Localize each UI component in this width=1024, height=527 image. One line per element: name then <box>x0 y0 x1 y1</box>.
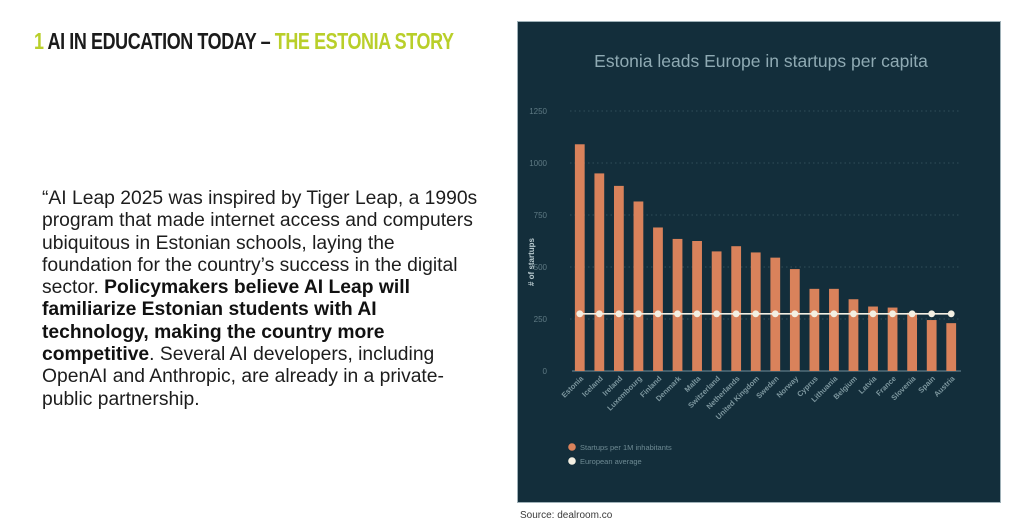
title-main: AI IN EDUCATION TODAY – <box>47 28 271 54</box>
y-tick-label: 1000 <box>529 159 547 168</box>
bar-norway <box>789 269 800 371</box>
average-point <box>654 310 662 318</box>
chart-panel: Estonia leads Europe in startups per cap… <box>517 21 1001 503</box>
legend-swatch-average <box>568 457 576 465</box>
average-point <box>674 310 681 318</box>
average-point <box>752 310 760 318</box>
average-point <box>810 310 818 318</box>
bars <box>574 144 957 371</box>
x-tick-label: Estonia <box>560 373 586 399</box>
average-point <box>713 310 721 318</box>
x-tick-label: Iceland <box>580 374 605 399</box>
average-line <box>576 310 955 318</box>
bar-chart: Estonia leads Europe in startups per cap… <box>527 51 961 466</box>
bar-spain <box>926 320 937 371</box>
average-point <box>830 310 838 318</box>
x-tick-label: Norway <box>775 373 801 399</box>
average-point <box>869 310 877 318</box>
quote-paragraph: “AI Leap 2025 was inspired by Tiger Leap… <box>42 188 482 411</box>
y-tick-label: 1250 <box>529 107 547 116</box>
y-axis-label: # of startups <box>527 237 536 286</box>
quote-part-1: “AI Leap 2025 was inspired by Tiger Leap… <box>42 188 478 299</box>
x-axis-ticks: EstoniaIcelandIrelandLuxembourgFinlandDe… <box>560 373 958 421</box>
average-point <box>576 310 584 318</box>
bar-luxembourg <box>633 201 644 371</box>
legend-label-bars: Startups per 1M inhabitants <box>580 443 672 452</box>
source-caption: Source: dealroom.co <box>520 510 613 521</box>
y-tick-label: 750 <box>534 211 548 220</box>
average-point <box>635 310 642 318</box>
average-point <box>947 310 955 318</box>
average-point <box>693 310 701 318</box>
chart-title: Estonia leads Europe in startups per cap… <box>594 51 928 71</box>
bar-austria <box>946 323 957 371</box>
bar-malta <box>692 241 702 371</box>
quote-part-2: . Several AI developers, including OpenA… <box>42 344 444 410</box>
average-point <box>889 310 896 318</box>
average-point <box>595 310 603 318</box>
legend: Startups per 1M inhabitants European ave… <box>568 443 672 466</box>
bar-lithuania <box>829 288 839 371</box>
bar-estonia <box>574 144 585 371</box>
bar-ireland <box>613 185 624 371</box>
legend-label-average: European average <box>580 457 642 466</box>
average-point <box>928 310 936 318</box>
legend-swatch-bars <box>568 443 576 451</box>
average-point <box>908 310 916 318</box>
average-point <box>771 310 779 318</box>
y-tick-label: 0 <box>543 367 548 376</box>
bar-denmark <box>672 238 683 371</box>
average-point <box>850 310 857 318</box>
slide-title: 1 AI IN EDUCATION TODAY – THE ESTONIA ST… <box>34 28 454 55</box>
bar-belgium <box>848 299 859 371</box>
x-tick-label: Austria <box>932 373 957 398</box>
bar-cyprus <box>809 288 820 371</box>
title-number: 1 <box>34 28 44 54</box>
average-point <box>615 310 623 318</box>
y-tick-label: 500 <box>534 263 548 272</box>
title-accent: THE ESTONIA STORY <box>274 28 454 54</box>
bar-netherlands <box>731 246 742 371</box>
average-point <box>732 310 740 318</box>
legend-item-average: European average <box>568 457 642 466</box>
bar-iceland <box>594 173 605 371</box>
bar-finland <box>653 227 663 371</box>
legend-item-bars: Startups per 1M inhabitants <box>568 443 672 452</box>
y-axis-ticks: 0 250 500 750 1000 1250 <box>529 107 547 376</box>
average-point <box>791 310 799 318</box>
bar-slovenia <box>907 312 918 371</box>
y-tick-label: 250 <box>534 315 548 324</box>
bar-latvia <box>868 306 878 371</box>
gridlines <box>570 110 961 372</box>
bar-france <box>887 307 898 371</box>
quote-bold: Policymakers believe AI Leap will famili… <box>42 277 410 366</box>
